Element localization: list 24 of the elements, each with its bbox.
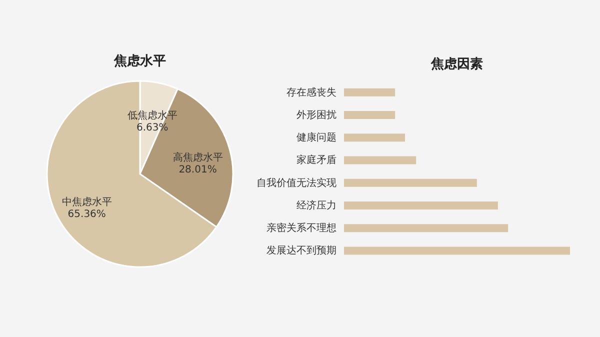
bar [344, 134, 406, 142]
y-tick-label: 发展达不到预期 [266, 244, 336, 257]
y-tick-label: 自我价值无法实现 [256, 176, 336, 189]
bar [344, 224, 508, 232]
slice-label: 高焦虑水平 [172, 152, 223, 164]
y-tick-label: 经济压力 [296, 199, 336, 212]
y-tick-label: 亲密关系不理想 [266, 222, 336, 234]
y-tick-label: 存在感丧失 [286, 86, 336, 98]
y-tick-label: 健康问题 [296, 132, 336, 144]
bar [344, 156, 416, 164]
slice-label: 中焦虑水平 [62, 196, 112, 208]
y-tick-label: 外形困扰 [296, 108, 336, 121]
y-tick-label: 家庭矛盾 [296, 154, 336, 166]
slice-label: 低焦虑水平 [127, 109, 178, 122]
data-label: 6.63% [136, 122, 168, 134]
bar [344, 201, 498, 210]
bar [344, 88, 396, 96]
bar [344, 246, 570, 255]
data-label: 65.36% [68, 208, 106, 220]
bar [344, 178, 477, 187]
chart-title: 焦虑因素 [430, 56, 483, 72]
data-label: 28.01% [178, 164, 217, 176]
chart-title: 焦虑水平 [113, 54, 166, 69]
bar [344, 110, 396, 119]
